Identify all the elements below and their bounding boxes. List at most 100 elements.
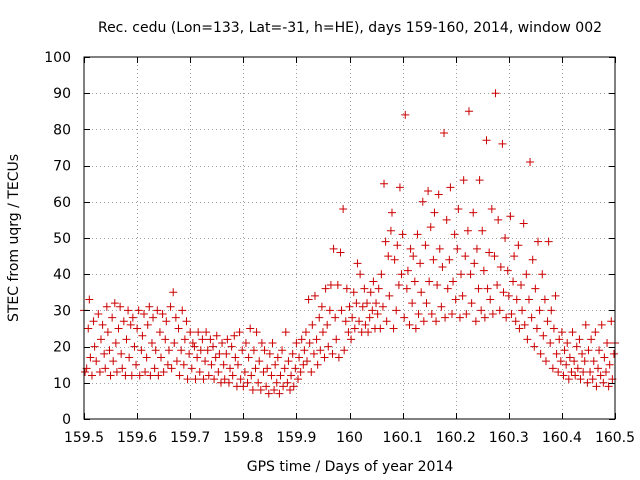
data-point [309, 349, 318, 358]
data-point [377, 270, 386, 279]
data-point [283, 378, 292, 387]
data-point [419, 317, 428, 326]
data-point [408, 299, 417, 308]
data-point [400, 313, 409, 322]
x-tick-label: 160.2 [436, 430, 476, 446]
data-point [572, 342, 581, 351]
data-point [344, 328, 353, 337]
data-point [490, 252, 499, 261]
data-point [416, 259, 425, 268]
x-tick-label: 159.9 [276, 430, 316, 446]
data-point [153, 306, 162, 315]
data-point [240, 367, 249, 376]
data-point [514, 241, 523, 250]
data-point [364, 328, 373, 337]
data-point [156, 353, 165, 362]
data-point [206, 335, 215, 344]
y-tick-label: 50 [53, 231, 71, 247]
data-point [239, 382, 248, 391]
data-point [432, 317, 441, 326]
data-point [209, 342, 218, 351]
data-point [454, 205, 463, 214]
data-point [317, 302, 326, 311]
data-point [471, 317, 480, 326]
data-point [584, 346, 593, 355]
data-point [398, 230, 407, 239]
data-point [143, 320, 152, 329]
data-point [491, 89, 500, 98]
data-point [119, 317, 128, 326]
data-point [526, 157, 535, 166]
data-point [159, 367, 168, 376]
data-point [477, 306, 486, 315]
data-point [363, 299, 372, 308]
data-point [146, 371, 155, 380]
data-point [162, 317, 171, 326]
data-point [284, 357, 293, 366]
data-point [421, 241, 430, 250]
data-point [433, 281, 442, 290]
data-point [487, 205, 496, 214]
data-point [393, 241, 402, 250]
x-tick-label: 160.4 [542, 430, 582, 446]
x-axis-label: GPS time / Days of year 2014 [247, 459, 454, 475]
data-point [187, 364, 196, 373]
data-point [523, 335, 532, 344]
data-point [356, 270, 365, 279]
data-point [297, 335, 306, 344]
y-tick-label: 30 [53, 303, 71, 319]
data-point [425, 277, 434, 286]
data-point [374, 284, 383, 293]
data-point [604, 382, 613, 391]
data-point [215, 349, 224, 358]
data-point [453, 244, 462, 253]
data-point [299, 360, 308, 369]
x-tick-label: 160.1 [383, 430, 423, 446]
data-point [413, 230, 422, 239]
data-point [252, 328, 261, 337]
data-point [329, 244, 338, 253]
data-point [275, 389, 284, 398]
data-point [348, 313, 357, 322]
data-point [515, 324, 524, 333]
data-point [334, 353, 343, 362]
data-point [175, 371, 184, 380]
data-point [321, 284, 330, 293]
data-point [467, 299, 476, 308]
data-point [286, 386, 295, 395]
data-point [326, 281, 335, 290]
data-point [86, 353, 95, 362]
data-point [161, 335, 170, 344]
data-point [532, 324, 541, 333]
data-point [105, 346, 114, 355]
data-point [567, 367, 576, 376]
data-point [318, 328, 327, 337]
data-point [325, 306, 334, 315]
data-point [479, 266, 488, 275]
data-point [557, 328, 566, 337]
data-point [562, 360, 571, 369]
data-point [392, 306, 401, 315]
data-point [279, 382, 288, 391]
data-point [466, 270, 475, 279]
y-tick-label: 100 [44, 50, 71, 66]
x-tick-label: 159.5 [64, 430, 104, 446]
data-point [494, 215, 503, 224]
data-point [486, 295, 495, 304]
data-point [272, 378, 281, 387]
data-point [576, 375, 585, 384]
data-point [349, 288, 358, 297]
data-point [541, 357, 550, 366]
data-point [498, 139, 507, 148]
data-point [506, 212, 515, 221]
data-point [445, 255, 454, 264]
data-point [534, 237, 543, 246]
data-point [204, 371, 213, 380]
data-point [409, 252, 418, 261]
data-point [106, 371, 115, 380]
data-point [512, 295, 521, 304]
data-point [385, 291, 394, 300]
data-point [109, 357, 118, 366]
data-point [264, 389, 273, 398]
